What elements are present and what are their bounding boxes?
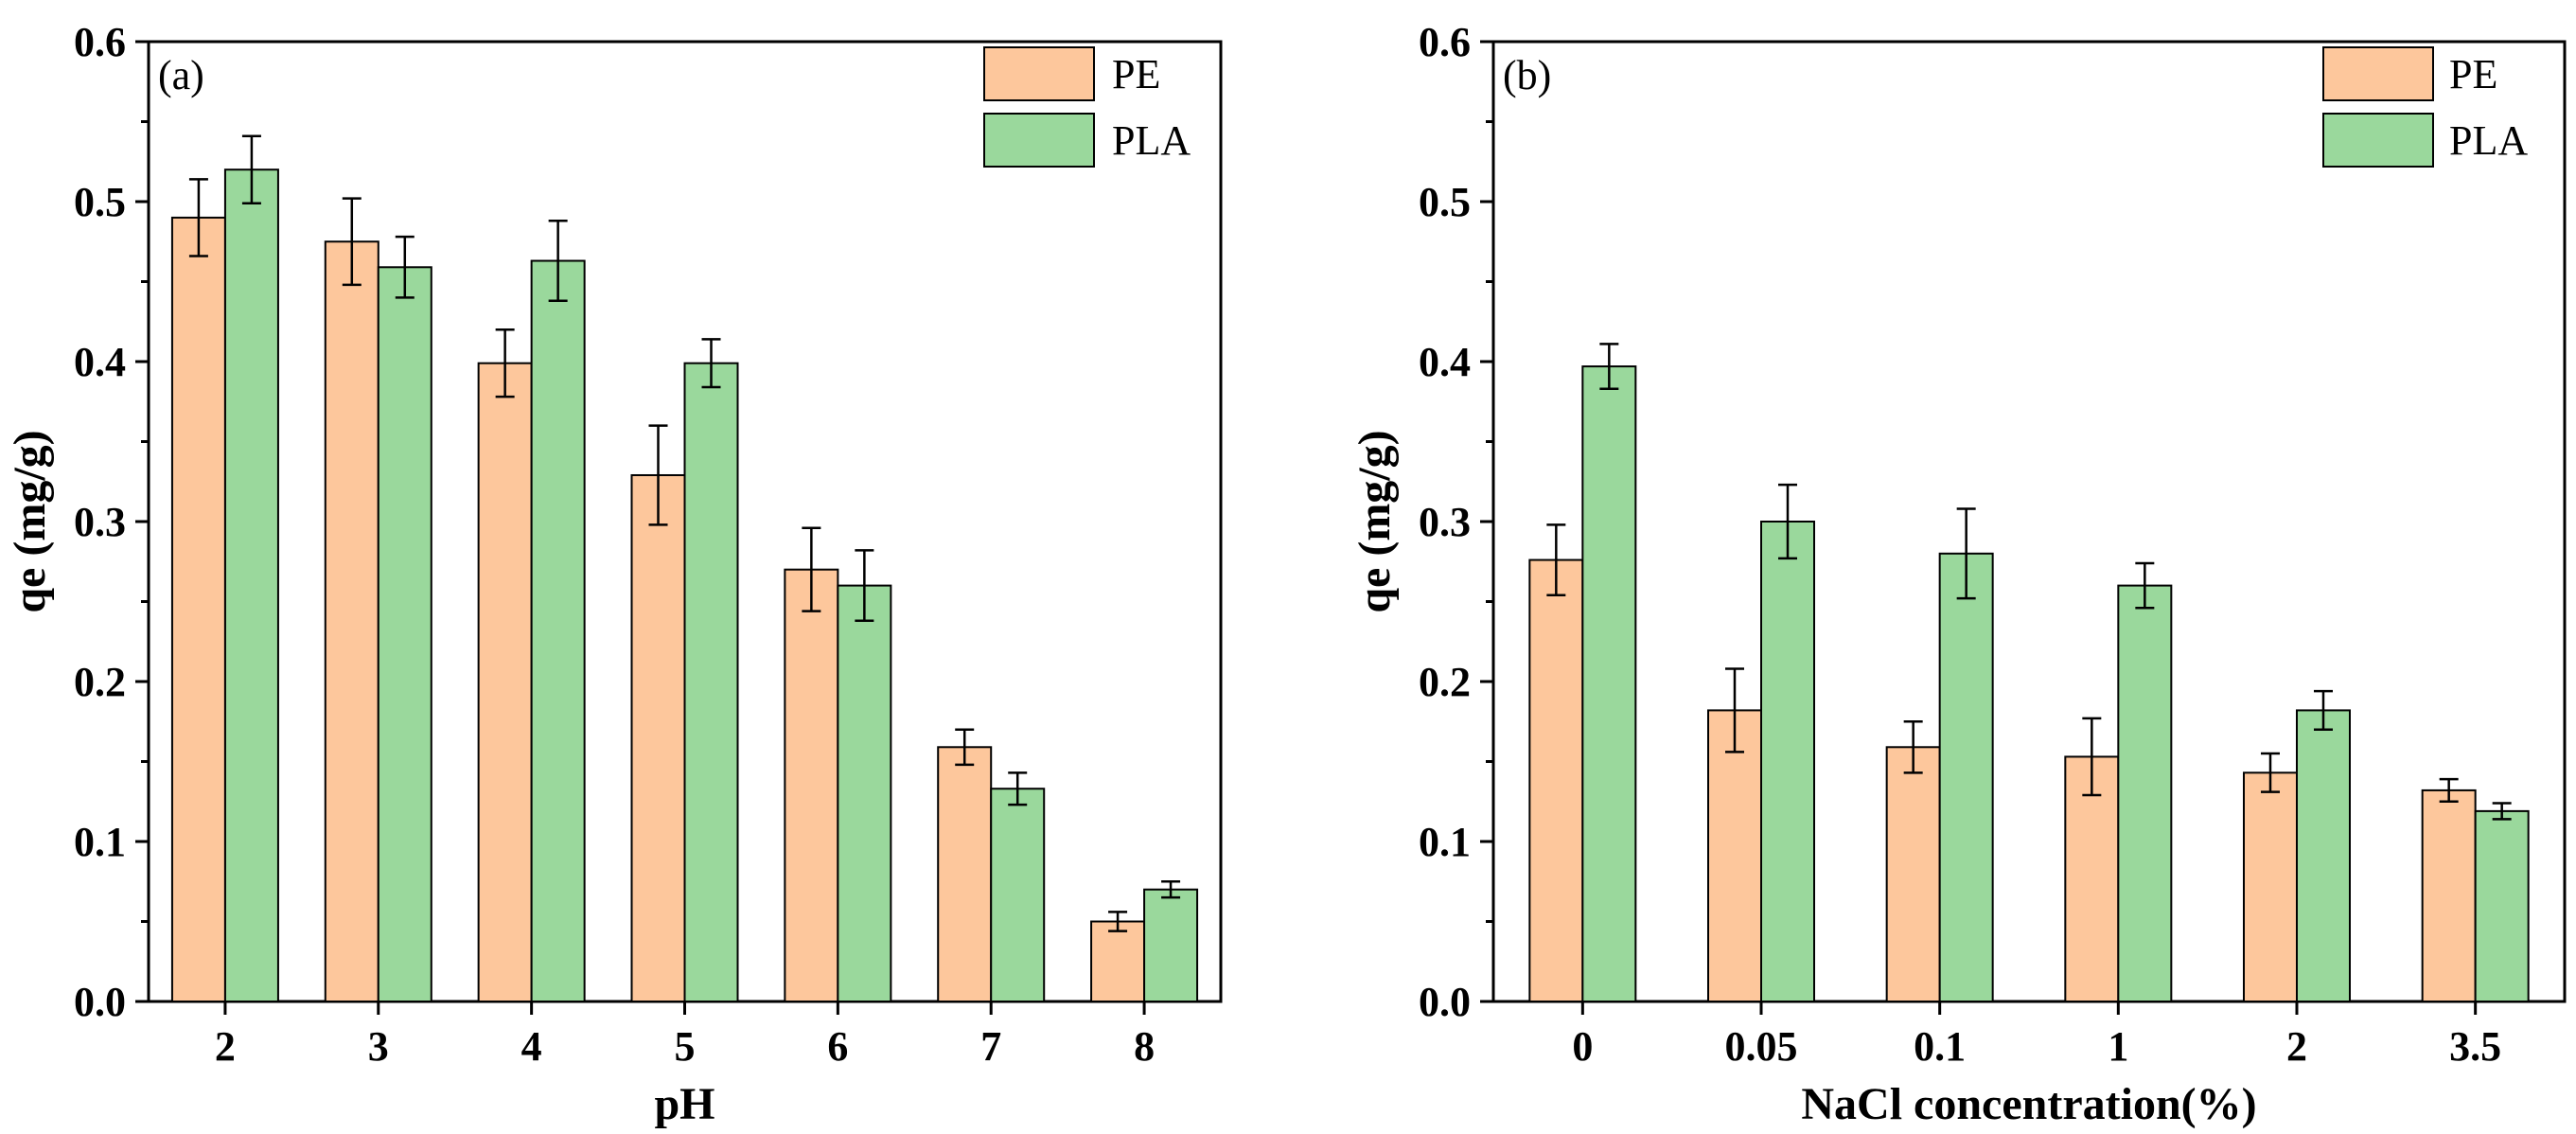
y-tick-label: 0.1: [1419, 819, 1471, 865]
error-bar: [1956, 507, 1976, 600]
error-bar: [2135, 561, 2155, 610]
error-bar: [955, 728, 975, 767]
y-tick-label: 0.5: [1419, 179, 1471, 225]
panel-label-a: (a): [158, 52, 204, 98]
x-tick-label: 2: [215, 1023, 236, 1070]
legend-label-pe: PE: [1112, 51, 1160, 97]
error-bar: [1725, 667, 1744, 753]
bar-pe: [2421, 788, 2477, 1002]
y-tick-label: 0.5: [74, 179, 126, 225]
y-tick-label: 0.1: [74, 819, 126, 865]
y-axis-title: qe (mg/g): [1350, 430, 1400, 612]
error-bar: [2082, 717, 2102, 797]
bar-pla: [2474, 809, 2530, 1003]
x-axis-title: NaCl concentration(%): [1801, 1079, 2256, 1129]
bar-pla: [530, 259, 586, 1002]
y-tick-label: 0.3: [74, 499, 126, 545]
bar-pe: [1707, 709, 1762, 1002]
bar-pe: [937, 746, 993, 1002]
x-tick-label: 8: [1134, 1023, 1155, 1070]
x-tick-label: 6: [827, 1023, 848, 1070]
x-tick-label: 5: [675, 1023, 696, 1070]
bar-pla: [1760, 521, 1815, 1002]
y-tick-label: 0.4: [1419, 339, 1471, 385]
x-tick-label: 0.05: [1725, 1023, 1798, 1070]
bar-pla: [223, 168, 279, 1002]
bar-pla: [990, 788, 1046, 1002]
bar-pe: [170, 216, 226, 1002]
bar-pla: [2117, 584, 2173, 1002]
x-tick-label: 1: [2108, 1023, 2128, 1070]
legend-label-pla: PLA: [1112, 117, 1191, 164]
x-tick-label: 7: [980, 1023, 1001, 1070]
error-bar: [1903, 720, 1923, 774]
x-tick-label: 3: [368, 1023, 389, 1070]
x-tick-label: 3.5: [2449, 1023, 2501, 1070]
legend-label-pe: PE: [2449, 51, 2497, 97]
error-bar: [2314, 689, 2333, 731]
chart-panel-a: 0.0 0.1 0.2 0.3 0.4 0.5 0.6 2 3 4 5 6 7 8 (a) PE PLA pH qe…: [5, 19, 1223, 1129]
bar-pe: [324, 240, 379, 1002]
legend-swatch-pe: [2322, 46, 2434, 101]
y-tick-label: 0.6: [1419, 19, 1471, 65]
chart-panel-b: 0.0 0.1 0.2 0.3 0.4 0.5 0.6 0 0.05 0.1 1 2 3.5 (b) PE P…: [1350, 19, 2567, 1129]
x-axis-title: pH: [654, 1079, 715, 1129]
y-tick-label: 0.2: [74, 659, 126, 705]
error-bar: [548, 220, 568, 303]
error-bar: [495, 328, 515, 399]
x-tick-label: 0: [1572, 1023, 1593, 1070]
error-bar: [802, 526, 821, 612]
error-bar: [1778, 483, 1797, 560]
error-bar: [241, 134, 261, 204]
error-bar: [188, 178, 208, 257]
bar-pla: [377, 266, 432, 1003]
error-bar: [1161, 880, 1181, 899]
y-tick-label: 0.6: [74, 19, 126, 65]
error-bar: [1599, 343, 1619, 390]
y-tick-label: 0.3: [1419, 499, 1471, 545]
bar-pla: [2296, 709, 2351, 1002]
bar-pla: [683, 362, 739, 1002]
bar-pla: [1143, 888, 1199, 1003]
plot-frame: [1491, 40, 2567, 1003]
error-bar: [855, 549, 874, 623]
x-tick-label: 4: [521, 1023, 542, 1070]
error-bar: [1546, 523, 1566, 596]
x-tick-label: 0.1: [1914, 1023, 1966, 1070]
error-bar: [648, 424, 668, 526]
y-tick-label: 0.0: [74, 979, 126, 1025]
error-bar: [2439, 777, 2459, 803]
bar-pla: [1581, 365, 1637, 1002]
error-bar: [1108, 911, 1128, 932]
y-tick-label: 0.2: [1419, 659, 1471, 705]
bar-pe: [477, 362, 533, 1002]
panel-label-b: (b): [1503, 52, 1551, 98]
legend-swatch-pe: [983, 46, 1095, 101]
bar-pe: [784, 568, 839, 1002]
bar-pla: [837, 584, 892, 1002]
error-bar: [701, 338, 721, 389]
y-tick-label: 0.4: [74, 339, 126, 385]
bar-pe: [630, 473, 686, 1002]
bar-pe: [1528, 558, 1584, 1002]
x-tick-label: 2: [2286, 1023, 2307, 1070]
error-bar: [2261, 752, 2280, 793]
legend-label-pla: PLA: [2449, 117, 2528, 164]
bar-pe: [2243, 771, 2298, 1003]
y-axis-title: qe (mg/g): [5, 430, 55, 612]
error-bar: [395, 235, 415, 299]
bar-pe: [1885, 746, 1941, 1002]
error-bar: [2492, 802, 2512, 821]
legend-swatch-pla: [983, 113, 1095, 168]
error-bar: [1008, 771, 1028, 806]
error-bar: [342, 197, 362, 287]
y-tick-label: 0.0: [1419, 979, 1471, 1025]
legend-swatch-pla: [2322, 113, 2434, 168]
bar-pe: [1090, 920, 1146, 1002]
bar-pla: [1938, 552, 1994, 1002]
